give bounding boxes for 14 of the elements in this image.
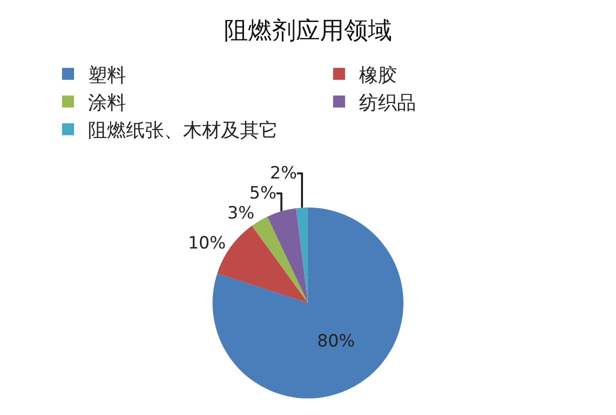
data-label: 2%: [270, 163, 298, 184]
pie-slice: [267, 208, 308, 303]
legend-label: 纺织品: [359, 92, 416, 114]
legend-label: 涂料: [88, 92, 126, 114]
data-label: 3%: [227, 203, 254, 224]
data-label: 80%: [317, 332, 355, 352]
data-label: 10%: [188, 233, 226, 254]
legend-label: 橡胶: [359, 64, 398, 86]
chart-title: 阻燃剂应用领域: [224, 16, 392, 44]
pie-slice: [252, 216, 308, 303]
data-label: 5%: [249, 183, 276, 204]
pie-slice: [296, 208, 308, 303]
legend-label: 塑料: [88, 64, 126, 86]
legend-label: 阻燃纸张、木材及其它: [88, 120, 278, 142]
